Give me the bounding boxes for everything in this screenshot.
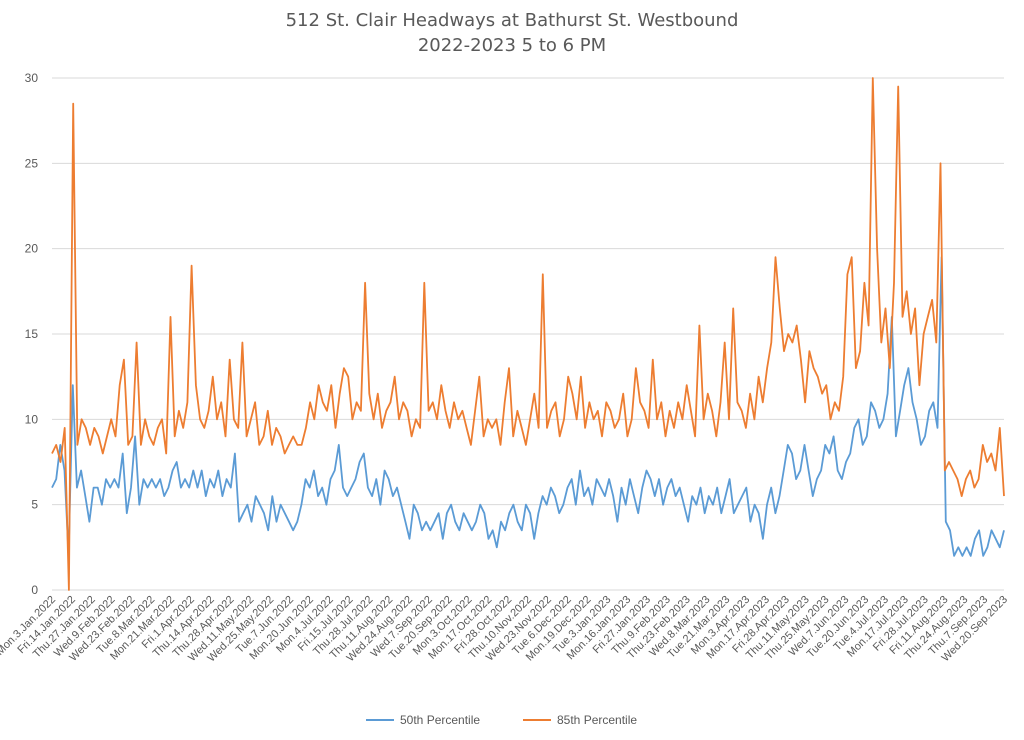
series-line-85th-percentile (51, 77, 1005, 591)
chart-title: 512 St. Clair Headways at Bathurst St. W… (0, 8, 1024, 58)
y-axis-ticks: 0 5 10 15 20 25 30 (25, 71, 39, 597)
y-tick-label: 20 (25, 242, 39, 256)
legend: 50th Percentile 85th Percentile (366, 713, 637, 727)
legend-item: 85th Percentile (523, 713, 637, 727)
y-tick-label: 15 (25, 327, 39, 341)
y-tick-label: 5 (31, 498, 38, 512)
legend-item: 50th Percentile (366, 713, 480, 727)
legend-label: 50th Percentile (400, 713, 480, 727)
chart-subtitle-line: 2022-2023 5 to 6 PM (417, 35, 607, 56)
chart-title-line: 512 St. Clair Headways at Bathurst St. W… (285, 10, 739, 31)
y-tick-label: 25 (25, 156, 39, 170)
y-tick-label: 30 (25, 71, 39, 85)
gridlines (52, 77, 1004, 591)
series-lines (51, 77, 1005, 591)
x-axis-ticks: Mon.3.Jan.2022Fri.14.Jan.2022Thu.27.Jan.… (0, 594, 1010, 665)
y-tick-label: 10 (25, 412, 39, 426)
series-line-50th-percentile (51, 256, 1005, 557)
y-tick-label: 0 (31, 583, 38, 597)
legend-label: 85th Percentile (557, 713, 637, 727)
